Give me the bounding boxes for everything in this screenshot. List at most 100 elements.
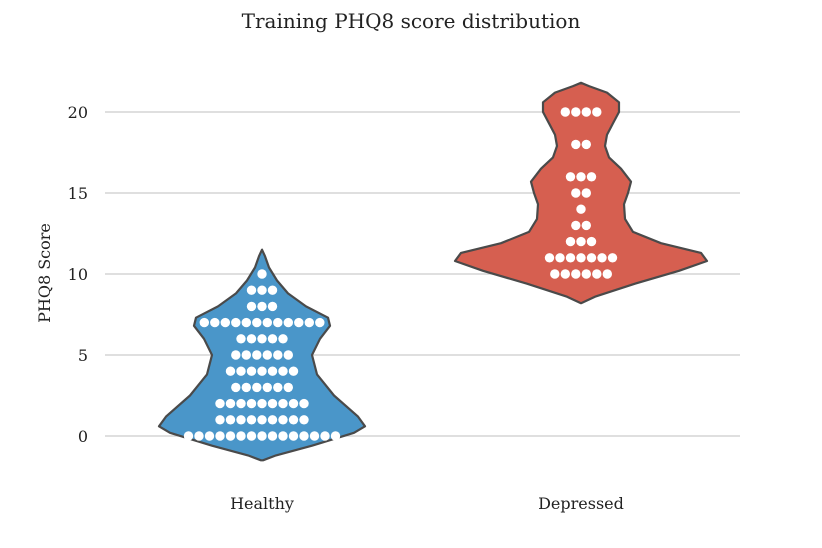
swarm-points [183, 107, 618, 441]
data-point-healthy [236, 398, 246, 409]
data-point-depressed [576, 253, 586, 263]
data-point-depressed [565, 236, 576, 247]
data-point-healthy [267, 334, 278, 344]
y-tick-label: 10 [68, 265, 88, 284]
data-point-depressed [581, 188, 591, 198]
data-point-healthy [246, 431, 257, 441]
data-point-healthy [220, 317, 230, 328]
data-point-healthy [231, 350, 241, 360]
data-point-healthy [267, 431, 278, 441]
data-point-healthy [288, 415, 299, 425]
data-point-healthy [299, 415, 309, 425]
data-point-healthy [257, 366, 267, 376]
y-tick-label: 0 [78, 427, 88, 446]
data-point-healthy [204, 431, 215, 441]
data-point-healthy [257, 269, 267, 279]
data-point-healthy [262, 317, 272, 328]
data-point-depressed [607, 253, 618, 263]
data-point-healthy [225, 415, 236, 425]
chart-title: Training PHQ8 score distribution [242, 9, 581, 33]
data-point-depressed [560, 107, 570, 117]
data-point-healthy [225, 366, 236, 376]
y-tick-label: 15 [68, 184, 88, 203]
data-point-healthy [252, 382, 262, 393]
data-point-healthy [273, 350, 283, 360]
data-point-depressed [571, 269, 581, 279]
data-point-healthy [288, 431, 299, 441]
data-point-depressed [586, 253, 597, 263]
data-point-healthy [236, 366, 246, 376]
data-point-depressed [550, 269, 560, 279]
data-point-healthy [267, 301, 278, 312]
data-point-healthy [283, 382, 293, 393]
data-point-healthy [241, 317, 251, 328]
y-axis-label: PHQ8 Score [35, 223, 54, 323]
data-point-healthy [231, 382, 241, 393]
violin-depressed [453, 81, 709, 305]
data-point-healthy [236, 415, 246, 425]
data-point-healthy [210, 317, 220, 328]
data-point-depressed [581, 139, 591, 150]
data-point-healthy [257, 334, 267, 344]
data-point-healthy [257, 285, 267, 295]
data-point-healthy [304, 317, 314, 328]
data-point-depressed [571, 220, 581, 231]
data-point-healthy [288, 366, 299, 376]
data-point-depressed [581, 220, 591, 231]
data-point-healthy [299, 431, 309, 441]
data-point-healthy [309, 431, 320, 441]
data-point-healthy [278, 398, 288, 409]
data-point-healthy [288, 398, 299, 409]
data-point-depressed [576, 204, 586, 214]
data-point-healthy [246, 285, 257, 295]
data-point-healthy [267, 366, 278, 376]
violins [157, 81, 709, 462]
data-point-healthy [252, 317, 262, 328]
data-point-healthy [299, 398, 309, 409]
data-point-healthy [320, 431, 330, 441]
data-point-depressed [560, 269, 570, 279]
data-point-healthy [278, 366, 288, 376]
data-point-healthy [330, 431, 341, 441]
data-point-depressed [571, 188, 581, 198]
data-point-healthy [236, 431, 246, 441]
data-point-healthy [236, 334, 246, 344]
data-point-depressed [592, 107, 602, 117]
data-point-healthy [246, 415, 257, 425]
data-point-healthy [215, 431, 225, 441]
data-point-healthy [246, 301, 257, 312]
data-point-healthy [231, 317, 241, 328]
data-point-healthy [283, 317, 293, 328]
data-point-depressed [576, 172, 586, 182]
data-point-healthy [241, 350, 251, 360]
data-point-healthy [215, 398, 225, 409]
data-point-healthy [257, 398, 267, 409]
data-point-depressed [576, 236, 586, 247]
data-point-depressed [586, 172, 597, 182]
data-point-healthy [262, 350, 272, 360]
data-point-depressed [597, 253, 607, 263]
data-point-depressed [565, 253, 576, 263]
data-point-healthy [267, 398, 278, 409]
data-point-depressed [555, 253, 565, 263]
data-point-depressed [602, 269, 612, 279]
violin-healthy [157, 248, 367, 462]
data-point-healthy [267, 415, 278, 425]
data-point-healthy [199, 317, 209, 328]
data-point-healthy [252, 350, 262, 360]
data-point-depressed [565, 172, 576, 182]
data-point-depressed [571, 139, 581, 150]
data-point-healthy [241, 382, 251, 393]
data-point-healthy [273, 317, 283, 328]
data-point-healthy [294, 317, 304, 328]
y-tick-label: 5 [78, 346, 88, 365]
data-point-healthy [278, 431, 288, 441]
data-point-healthy [257, 301, 267, 312]
y-axis-ticks: 0 5 10 15 20 [68, 103, 88, 446]
data-point-depressed [581, 107, 591, 117]
x-tick-label-depressed: Depressed [538, 494, 624, 513]
data-point-healthy [257, 415, 267, 425]
data-point-healthy [225, 398, 236, 409]
data-point-healthy [257, 431, 267, 441]
